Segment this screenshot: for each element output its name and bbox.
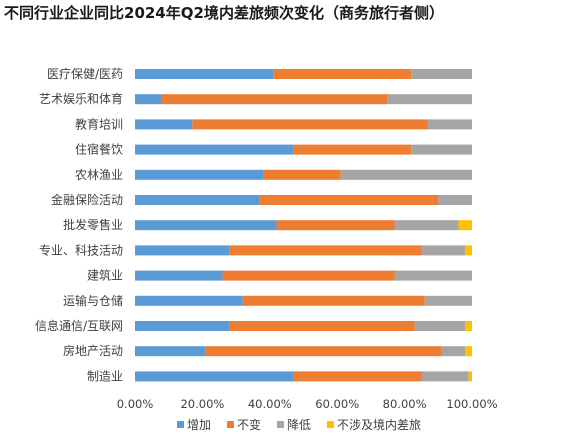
bar-segment-3 [394, 270, 472, 281]
bar-segment-2 [273, 69, 412, 79]
bar-segment-1 [135, 295, 243, 306]
category-label: 农林渔业 [75, 168, 123, 182]
category-label: 建筑业 [87, 268, 123, 283]
x-tick-label: 20.00% [180, 397, 224, 411]
bar-segment-3 [421, 245, 466, 256]
bar-segment-1 [135, 245, 230, 256]
bar-segment-2 [222, 270, 395, 281]
bar-segment-3 [438, 195, 472, 205]
legend-label-2: 不变 [237, 417, 261, 432]
x-tick-label: 60.00% [315, 397, 359, 411]
bar-segment-3 [411, 69, 472, 79]
legend-label-4: 不涉及境内差旅 [337, 417, 421, 432]
bar-segment-2 [205, 346, 442, 357]
category-label: 医疗保健/医药 [47, 67, 123, 81]
bar-segment-1 [135, 119, 193, 130]
bar-segment-1 [135, 144, 294, 155]
bar-segment-3 [394, 220, 459, 231]
legend-swatch-4 [327, 421, 334, 428]
bar-segment-3 [340, 169, 472, 180]
legend-label-3: 降低 [287, 418, 311, 432]
bar-segment-1 [135, 169, 264, 180]
category-label: 批发零售业 [63, 217, 123, 232]
bar-segment-1 [135, 371, 294, 382]
legend-swatch-1 [177, 421, 184, 428]
bar-segment-3 [441, 346, 466, 357]
bar-segment-3 [424, 295, 472, 306]
bar-segment-4 [458, 220, 472, 231]
category-label: 信息通信/互联网 [35, 318, 123, 333]
x-tick-label: 100.00% [446, 397, 497, 411]
bar-segment-2 [259, 195, 439, 205]
category-label: 住宿餐饮 [75, 142, 123, 157]
bar-segment-2 [161, 94, 388, 105]
category-label: 房地产活动 [63, 343, 123, 358]
bar-segment-3 [411, 144, 472, 155]
bar-segment-3 [387, 94, 472, 105]
x-tick-label: 0.00% [117, 397, 154, 411]
bar-segment-2 [293, 371, 422, 382]
bar-segment-4 [468, 371, 472, 382]
category-label: 艺术娱乐和体育 [39, 91, 123, 106]
bar-segment-4 [465, 346, 472, 357]
bar-segment-2 [293, 144, 412, 155]
bar-segment-3 [421, 371, 469, 382]
bar-segment-1 [135, 69, 274, 79]
chart-title: 不同行业企业同比2024年Q2境内差旅频次变化（商务旅行者侧） [4, 4, 444, 22]
bar-segment-3 [414, 321, 466, 331]
category-label: 运输与仓储 [63, 293, 123, 308]
x-tick-label: 80.00% [383, 397, 427, 411]
category-label: 金融保险活动 [51, 192, 123, 207]
bar-segment-2 [229, 245, 422, 256]
legend-label-1: 增加 [187, 418, 211, 432]
bar-segment-1 [135, 94, 162, 105]
category-label: 制造业 [87, 369, 123, 383]
bar-segment-1 [135, 321, 230, 331]
legend-swatch-2 [227, 421, 234, 428]
bar-segment-2 [229, 321, 415, 331]
bar-segment-1 [135, 270, 223, 281]
category-label: 专业、科技活动 [39, 242, 123, 257]
bar-segment-4 [465, 321, 472, 331]
bar-segment-2 [192, 119, 429, 130]
category-label: 教育培训 [75, 116, 123, 131]
bar-segment-2 [242, 295, 425, 306]
bar-segment-3 [428, 119, 472, 130]
legend-swatch-3 [277, 421, 284, 428]
bar-segment-1 [135, 220, 277, 231]
bar-segment-1 [135, 346, 206, 357]
bar-segment-2 [263, 169, 341, 180]
bar-segment-1 [135, 195, 260, 205]
bar-segment-4 [465, 245, 472, 256]
x-tick-label: 40.00% [248, 397, 292, 411]
bar-segment-2 [276, 220, 395, 231]
